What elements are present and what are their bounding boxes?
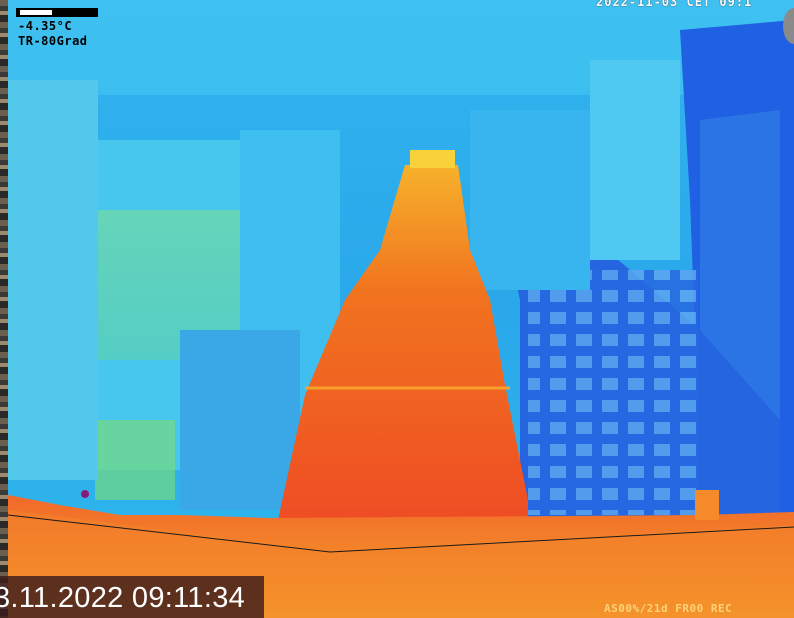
- temperature-readout: -4.35°C: [18, 19, 73, 33]
- temperature-scale-bar: [16, 8, 98, 17]
- top-datetime-label: 2022-11-03 CET 09:1: [596, 0, 753, 9]
- recording-status: AS00%/21d FR00 REC: [604, 602, 733, 615]
- corner-control-icon[interactable]: [783, 8, 794, 44]
- scale-segment: [20, 10, 52, 15]
- left-edge-strip: [0, 0, 8, 618]
- bottom-timestamp: 3.11.2022 09:11:34: [0, 582, 246, 614]
- timestamp-background: [0, 576, 264, 618]
- camera-mode-label: TR-80Grad: [18, 34, 88, 48]
